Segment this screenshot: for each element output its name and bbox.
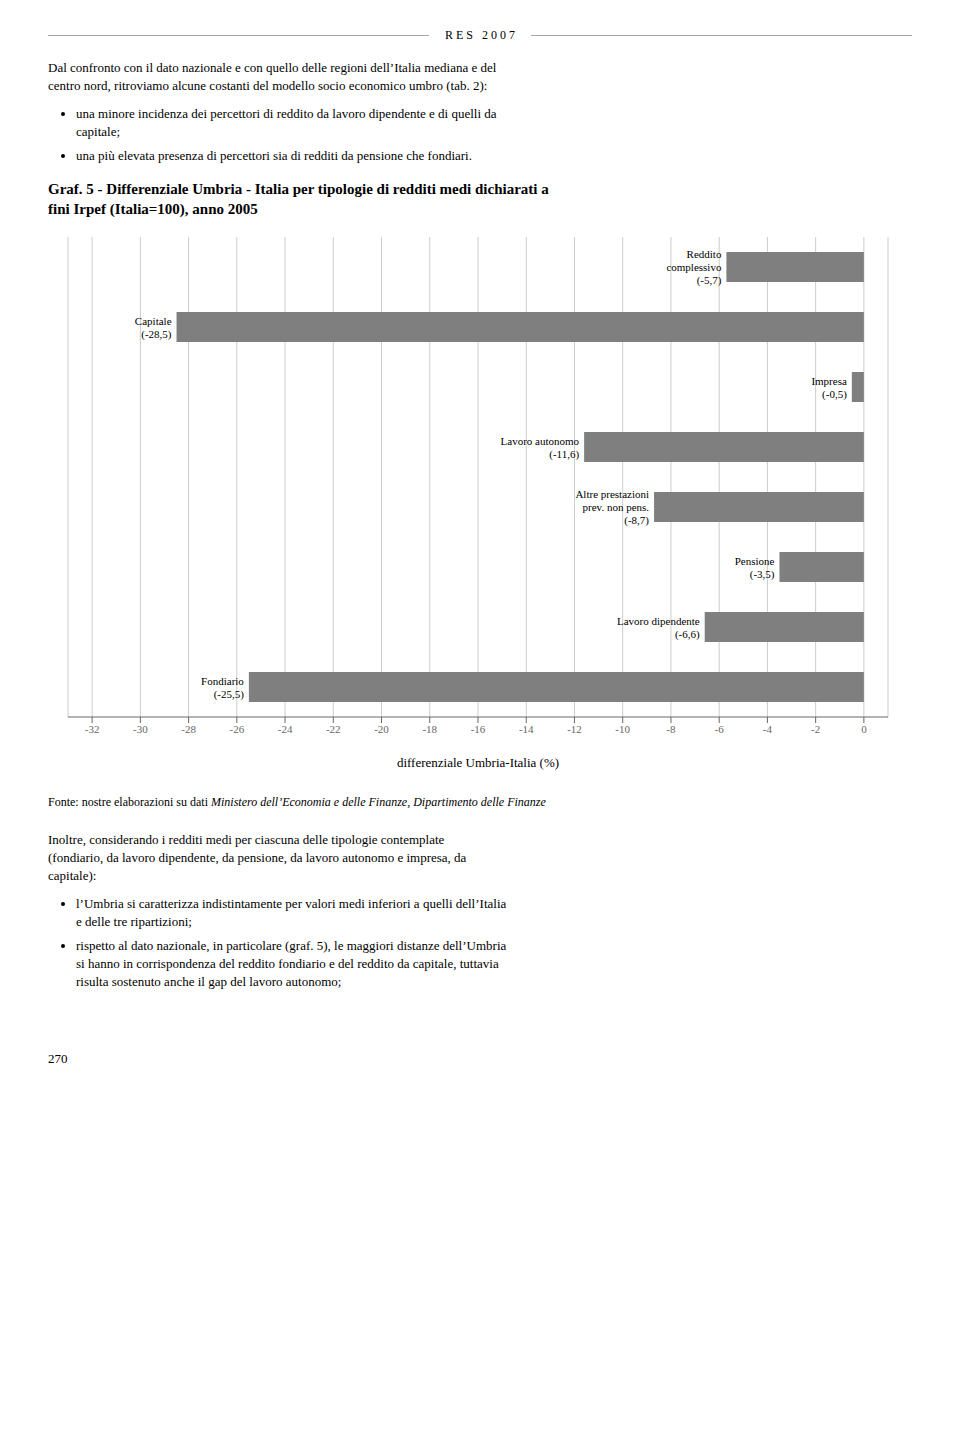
- html-text:Dal confronto con il dato nazi: Dal confronto con il dato nazionale e co…: [48, 60, 497, 93]
- html-text:una più elevata presenza di pe: una più elevata presenza di percettori s…: [76, 148, 472, 163]
- svg-text:-20: -20: [374, 723, 389, 735]
- svg-text:Fondiario(-25,5): Fondiario(-25,5): [201, 675, 244, 701]
- svg-text:Altre prestazioniprev. non pen: Altre prestazioniprev. non pens.(-8,7): [575, 488, 649, 527]
- svg-text:-14: -14: [519, 723, 534, 735]
- svg-text:-6: -6: [715, 723, 725, 735]
- html-text:l’Umbria si caratterizza indis: l’Umbria si caratterizza indistintamente…: [76, 896, 507, 929]
- html-text:rispetto al dato nazionale, in: rispetto al dato nazionale, in particola…: [76, 938, 507, 989]
- svg-text:Capitale(-28,5): Capitale(-28,5): [135, 315, 172, 341]
- html-text:una minore incidenza dei perce: una minore incidenza dei percettori di r…: [76, 106, 497, 139]
- svg-text:-32: -32: [85, 723, 100, 735]
- svg-text:Redditocomplessivo(-5,7): Redditocomplessivo(-5,7): [666, 248, 721, 287]
- svg-text:-26: -26: [229, 723, 244, 735]
- svg-text:-28: -28: [181, 723, 196, 735]
- svg-text:-12: -12: [567, 723, 582, 735]
- svg-text:-24: -24: [278, 723, 293, 735]
- html-text:Fonte: nostre elaborazioni su: Fonte: nostre elaborazioni su dati Minis…: [48, 795, 546, 809]
- svg-text:Lavoro autonomo(-11,6): Lavoro autonomo(-11,6): [501, 435, 580, 461]
- html-text:270: 270: [48, 1051, 68, 1066]
- html-text:Inoltre, considerando i reddit: Inoltre, considerando i redditi medi per…: [48, 832, 467, 883]
- html-text:Graf. 5 - Differenziale Umbria: Graf. 5 - Differenziale Umbria - Italia …: [48, 181, 549, 217]
- svg-text:-8: -8: [666, 723, 676, 735]
- svg-text:-4: -4: [763, 723, 773, 735]
- svg-text:-2: -2: [811, 723, 820, 735]
- html-text:R E S 2 0 0 7: R E S 2 0 0 7: [445, 28, 515, 42]
- svg-text:Impresa(-0,5): Impresa(-0,5): [811, 375, 847, 401]
- svg-text:-16: -16: [471, 723, 486, 735]
- svg-text:-22: -22: [326, 723, 341, 735]
- svg-text:0: 0: [861, 723, 867, 735]
- svg-text:-10: -10: [615, 723, 630, 735]
- svg-text:Lavoro dipendente(-6,6): Lavoro dipendente(-6,6): [617, 615, 700, 641]
- svg-text:Pensione(-3,5): Pensione(-3,5): [735, 555, 775, 581]
- svg-text:differenziale Umbria-Italia (%: differenziale Umbria-Italia (%): [397, 755, 559, 770]
- svg-text:-30: -30: [133, 723, 148, 735]
- svg-text:-18: -18: [422, 723, 437, 735]
